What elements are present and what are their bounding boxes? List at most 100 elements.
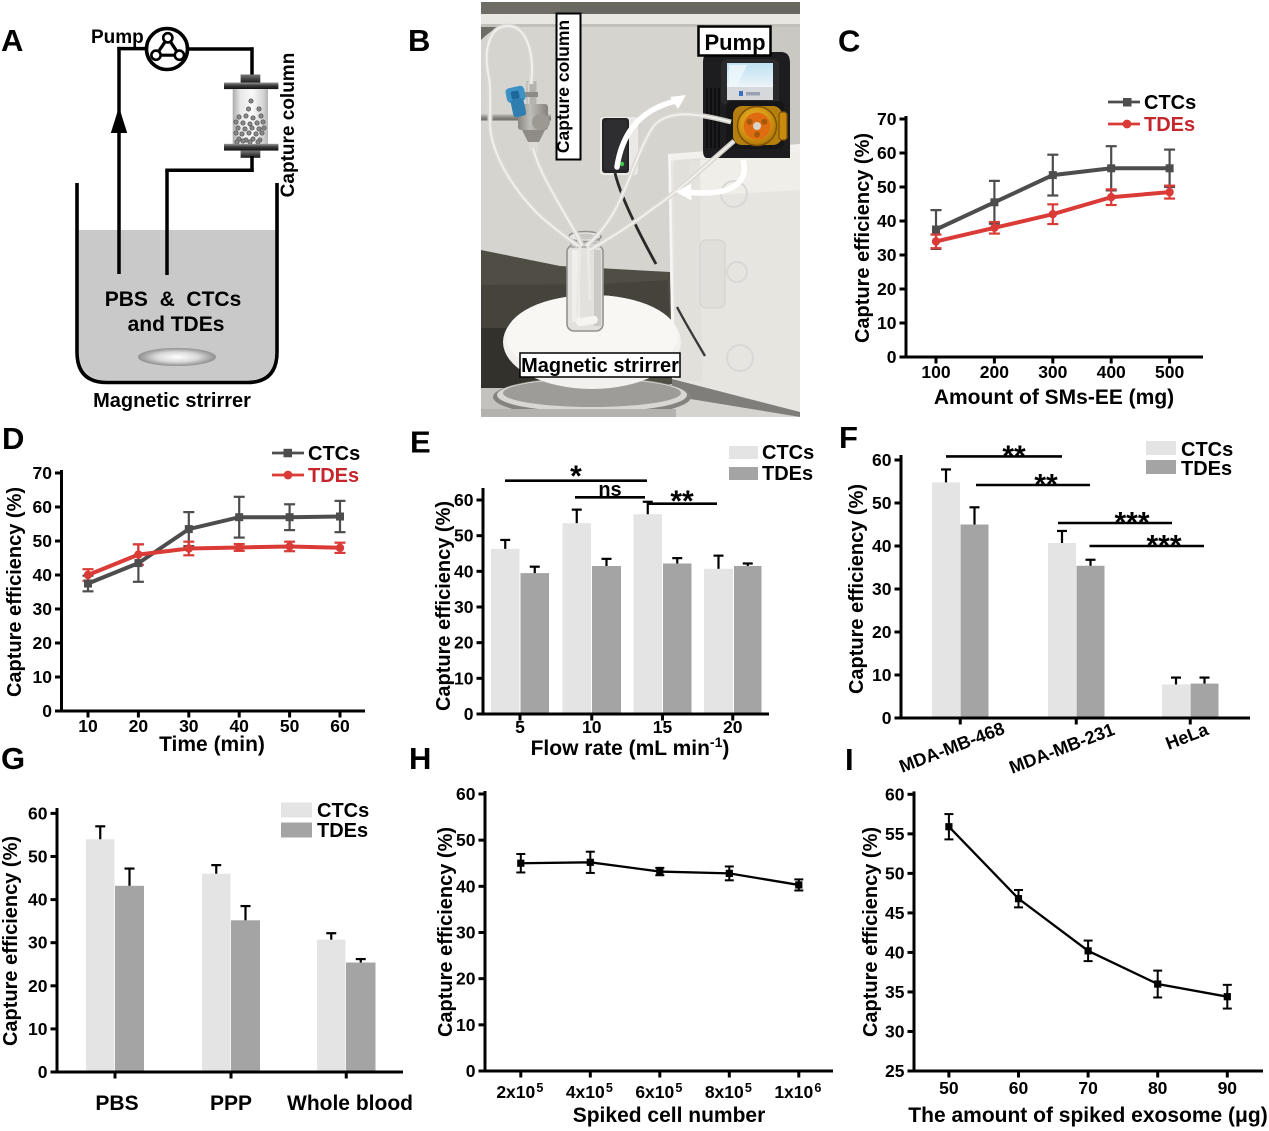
- svg-text:10: 10: [78, 716, 98, 736]
- svg-text:20: 20: [872, 622, 892, 642]
- svg-text:Amount of SMs-EE (mg): Amount of SMs-EE (mg): [934, 386, 1174, 409]
- svg-text:C: C: [838, 24, 860, 59]
- svg-text:and TDEs: and TDEs: [128, 313, 225, 336]
- svg-text:Capture efficiency (%): Capture efficiency (%): [433, 501, 455, 711]
- svg-text:0: 0: [38, 1062, 48, 1082]
- svg-text:60: 60: [28, 803, 48, 823]
- svg-text:30: 30: [179, 716, 199, 736]
- svg-text:10: 10: [28, 1019, 48, 1039]
- svg-text:30: 30: [885, 1021, 905, 1041]
- svg-text:30: 30: [33, 599, 53, 619]
- svg-text:20: 20: [33, 633, 53, 653]
- svg-text:***: ***: [1114, 507, 1149, 540]
- svg-text:D: D: [2, 421, 24, 456]
- svg-text:Spiked cell number: Spiked cell number: [573, 1104, 766, 1127]
- svg-text:Magnetic strirrer: Magnetic strirrer: [93, 390, 251, 412]
- svg-text:50: 50: [872, 493, 892, 513]
- svg-text:50: 50: [885, 863, 905, 883]
- svg-text:2x10: 2x10: [496, 1082, 535, 1102]
- svg-text:Time (min): Time (min): [159, 733, 265, 756]
- svg-text:40: 40: [28, 890, 48, 910]
- svg-text:25: 25: [885, 1061, 905, 1081]
- svg-text:TDEs: TDEs: [308, 465, 359, 487]
- svg-text:Pump: Pump: [91, 27, 144, 48]
- svg-text:TDEs: TDEs: [1181, 458, 1232, 480]
- svg-text:Magnetic strirrer: Magnetic strirrer: [521, 355, 679, 377]
- svg-text:6x10: 6x10: [635, 1082, 674, 1102]
- svg-text:PPP: PPP: [210, 1092, 252, 1115]
- svg-text:45: 45: [885, 903, 905, 923]
- svg-text:5: 5: [515, 717, 525, 737]
- svg-text:50: 50: [939, 1078, 959, 1098]
- svg-text:5: 5: [745, 1081, 752, 1095]
- svg-text:TDEs: TDEs: [1144, 114, 1195, 136]
- svg-text:5: 5: [675, 1081, 682, 1095]
- svg-text:10: 10: [872, 665, 892, 685]
- svg-text:A: A: [1, 23, 23, 58]
- svg-text:200: 200: [980, 362, 1009, 382]
- svg-text:40: 40: [454, 561, 474, 581]
- svg-text:10: 10: [33, 667, 53, 687]
- svg-text:30: 30: [456, 922, 476, 942]
- svg-text:70: 70: [33, 463, 53, 483]
- svg-text:60: 60: [877, 143, 897, 163]
- svg-text:The amount of spiked exosome (: The amount of spiked exosome (μg): [908, 1104, 1267, 1127]
- svg-text:0: 0: [464, 704, 474, 724]
- svg-text:1x10: 1x10: [774, 1082, 813, 1102]
- svg-text:8x10: 8x10: [705, 1082, 744, 1102]
- svg-text:5: 5: [536, 1081, 543, 1095]
- svg-text:50: 50: [280, 716, 300, 736]
- svg-text:TDEs: TDEs: [317, 820, 368, 842]
- svg-text:20: 20: [129, 716, 149, 736]
- svg-text:HeLa: HeLa: [1163, 719, 1212, 754]
- svg-text:***: ***: [1146, 530, 1181, 563]
- svg-text:10: 10: [582, 717, 602, 737]
- svg-text:50: 50: [456, 830, 476, 850]
- svg-text:60: 60: [33, 497, 53, 517]
- svg-text:H: H: [409, 741, 431, 776]
- svg-text:60: 60: [330, 716, 350, 736]
- svg-text:40: 40: [877, 211, 897, 231]
- svg-text:ns: ns: [598, 479, 621, 501]
- svg-text:F: F: [839, 420, 858, 455]
- svg-text:40: 40: [456, 876, 476, 896]
- svg-text:90: 90: [1218, 1078, 1238, 1098]
- svg-text:15: 15: [653, 717, 673, 737]
- svg-text:0: 0: [887, 347, 897, 367]
- svg-text:20: 20: [723, 717, 743, 737]
- svg-text:CTCs: CTCs: [762, 442, 814, 464]
- svg-text:30: 30: [28, 933, 48, 953]
- svg-text:MDA-MB-231: MDA-MB-231: [1006, 719, 1117, 777]
- svg-text:**: **: [1002, 440, 1026, 473]
- svg-text:I: I: [845, 742, 854, 777]
- svg-text:400: 400: [1097, 362, 1126, 382]
- svg-text:30: 30: [454, 597, 474, 617]
- svg-text:TDEs: TDEs: [762, 463, 813, 485]
- svg-text:MDA-MB-468: MDA-MB-468: [896, 718, 1007, 776]
- svg-text:PBS & CTCs: PBS & CTCs: [105, 288, 242, 311]
- svg-text:50: 50: [454, 526, 474, 546]
- svg-text:E: E: [410, 425, 431, 460]
- svg-text:Flow rate (mL min-1): Flow rate (mL min-1): [531, 734, 730, 760]
- svg-text:80: 80: [1148, 1078, 1168, 1098]
- svg-text:60: 60: [1009, 1078, 1029, 1098]
- svg-text:Whole blood: Whole blood: [287, 1092, 413, 1115]
- svg-text:40: 40: [33, 565, 53, 585]
- svg-text:CTCs: CTCs: [317, 800, 369, 822]
- svg-text:10: 10: [877, 313, 897, 333]
- svg-text:CTCs: CTCs: [1181, 439, 1233, 461]
- svg-text:300: 300: [1038, 362, 1067, 382]
- svg-text:Capture efficiency (%): Capture efficiency (%): [435, 827, 457, 1037]
- svg-text:Capture efficiency (%): Capture efficiency (%): [4, 487, 26, 697]
- svg-text:Capture efficiency (%): Capture efficiency (%): [0, 836, 22, 1046]
- svg-text:10: 10: [456, 1015, 476, 1035]
- svg-text:Capture column: Capture column: [278, 53, 299, 198]
- svg-text:6: 6: [814, 1081, 821, 1095]
- svg-text:20: 20: [454, 633, 474, 653]
- svg-text:5: 5: [606, 1081, 613, 1095]
- svg-text:0: 0: [882, 708, 892, 728]
- svg-text:Capture efficiency (%): Capture efficiency (%): [860, 827, 882, 1037]
- svg-text:500: 500: [1155, 362, 1184, 382]
- svg-text:40: 40: [229, 716, 249, 736]
- svg-text:CTCs: CTCs: [1144, 92, 1196, 114]
